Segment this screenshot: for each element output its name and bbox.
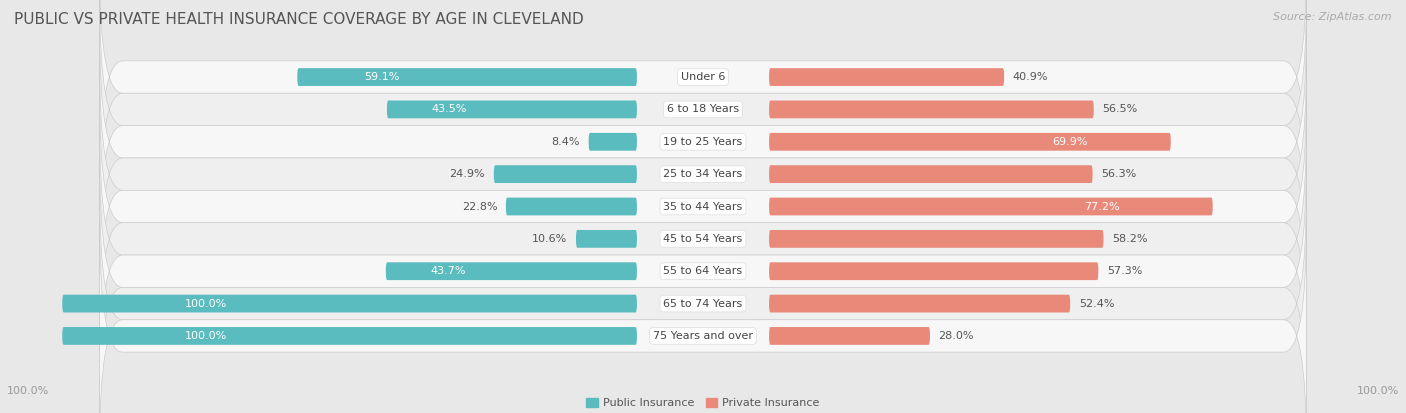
Text: 56.5%: 56.5% [1102, 104, 1137, 114]
Text: 45 to 54 Years: 45 to 54 Years [664, 234, 742, 244]
FancyBboxPatch shape [769, 100, 1094, 118]
FancyBboxPatch shape [100, 28, 1306, 255]
FancyBboxPatch shape [100, 158, 1306, 385]
Text: 22.8%: 22.8% [461, 202, 498, 211]
Text: 19 to 25 Years: 19 to 25 Years [664, 137, 742, 147]
FancyBboxPatch shape [769, 133, 1171, 151]
Text: 58.2%: 58.2% [1112, 234, 1147, 244]
Text: 75 Years and over: 75 Years and over [652, 331, 754, 341]
Text: PUBLIC VS PRIVATE HEALTH INSURANCE COVERAGE BY AGE IN CLEVELAND: PUBLIC VS PRIVATE HEALTH INSURANCE COVER… [14, 12, 583, 27]
Text: 100.0%: 100.0% [184, 331, 228, 341]
FancyBboxPatch shape [100, 223, 1306, 413]
Text: 43.5%: 43.5% [432, 104, 467, 114]
FancyBboxPatch shape [100, 93, 1306, 320]
FancyBboxPatch shape [100, 0, 1306, 223]
Text: 55 to 64 Years: 55 to 64 Years [664, 266, 742, 276]
FancyBboxPatch shape [385, 262, 637, 280]
FancyBboxPatch shape [494, 165, 637, 183]
Text: 24.9%: 24.9% [450, 169, 485, 179]
FancyBboxPatch shape [100, 190, 1306, 413]
Text: 52.4%: 52.4% [1078, 299, 1115, 309]
Text: Under 6: Under 6 [681, 72, 725, 82]
FancyBboxPatch shape [576, 230, 637, 248]
Text: 59.1%: 59.1% [364, 72, 399, 82]
Text: Source: ZipAtlas.com: Source: ZipAtlas.com [1274, 12, 1392, 22]
Text: 77.2%: 77.2% [1084, 202, 1119, 211]
Text: 10.6%: 10.6% [531, 234, 568, 244]
Text: 6 to 18 Years: 6 to 18 Years [666, 104, 740, 114]
Text: 100.0%: 100.0% [1357, 387, 1399, 396]
Text: 8.4%: 8.4% [551, 137, 581, 147]
FancyBboxPatch shape [769, 165, 1092, 183]
FancyBboxPatch shape [589, 133, 637, 151]
FancyBboxPatch shape [769, 327, 929, 345]
FancyBboxPatch shape [769, 295, 1070, 313]
FancyBboxPatch shape [100, 0, 1306, 190]
FancyBboxPatch shape [769, 68, 1004, 86]
Text: 57.3%: 57.3% [1107, 266, 1142, 276]
FancyBboxPatch shape [387, 100, 637, 118]
FancyBboxPatch shape [100, 61, 1306, 287]
FancyBboxPatch shape [769, 197, 1213, 216]
FancyBboxPatch shape [62, 327, 637, 345]
Text: 56.3%: 56.3% [1101, 169, 1136, 179]
Text: 100.0%: 100.0% [184, 299, 228, 309]
FancyBboxPatch shape [506, 197, 637, 216]
Text: 65 to 74 Years: 65 to 74 Years [664, 299, 742, 309]
FancyBboxPatch shape [297, 68, 637, 86]
FancyBboxPatch shape [100, 126, 1306, 352]
FancyBboxPatch shape [62, 295, 637, 313]
FancyBboxPatch shape [769, 230, 1104, 248]
Text: 40.9%: 40.9% [1012, 72, 1049, 82]
Text: 100.0%: 100.0% [7, 387, 49, 396]
Text: 28.0%: 28.0% [939, 331, 974, 341]
FancyBboxPatch shape [769, 262, 1098, 280]
Text: 25 to 34 Years: 25 to 34 Years [664, 169, 742, 179]
Legend: Public Insurance, Private Insurance: Public Insurance, Private Insurance [586, 398, 820, 408]
Text: 43.7%: 43.7% [430, 266, 467, 276]
Text: 69.9%: 69.9% [1053, 137, 1088, 147]
Text: 35 to 44 Years: 35 to 44 Years [664, 202, 742, 211]
